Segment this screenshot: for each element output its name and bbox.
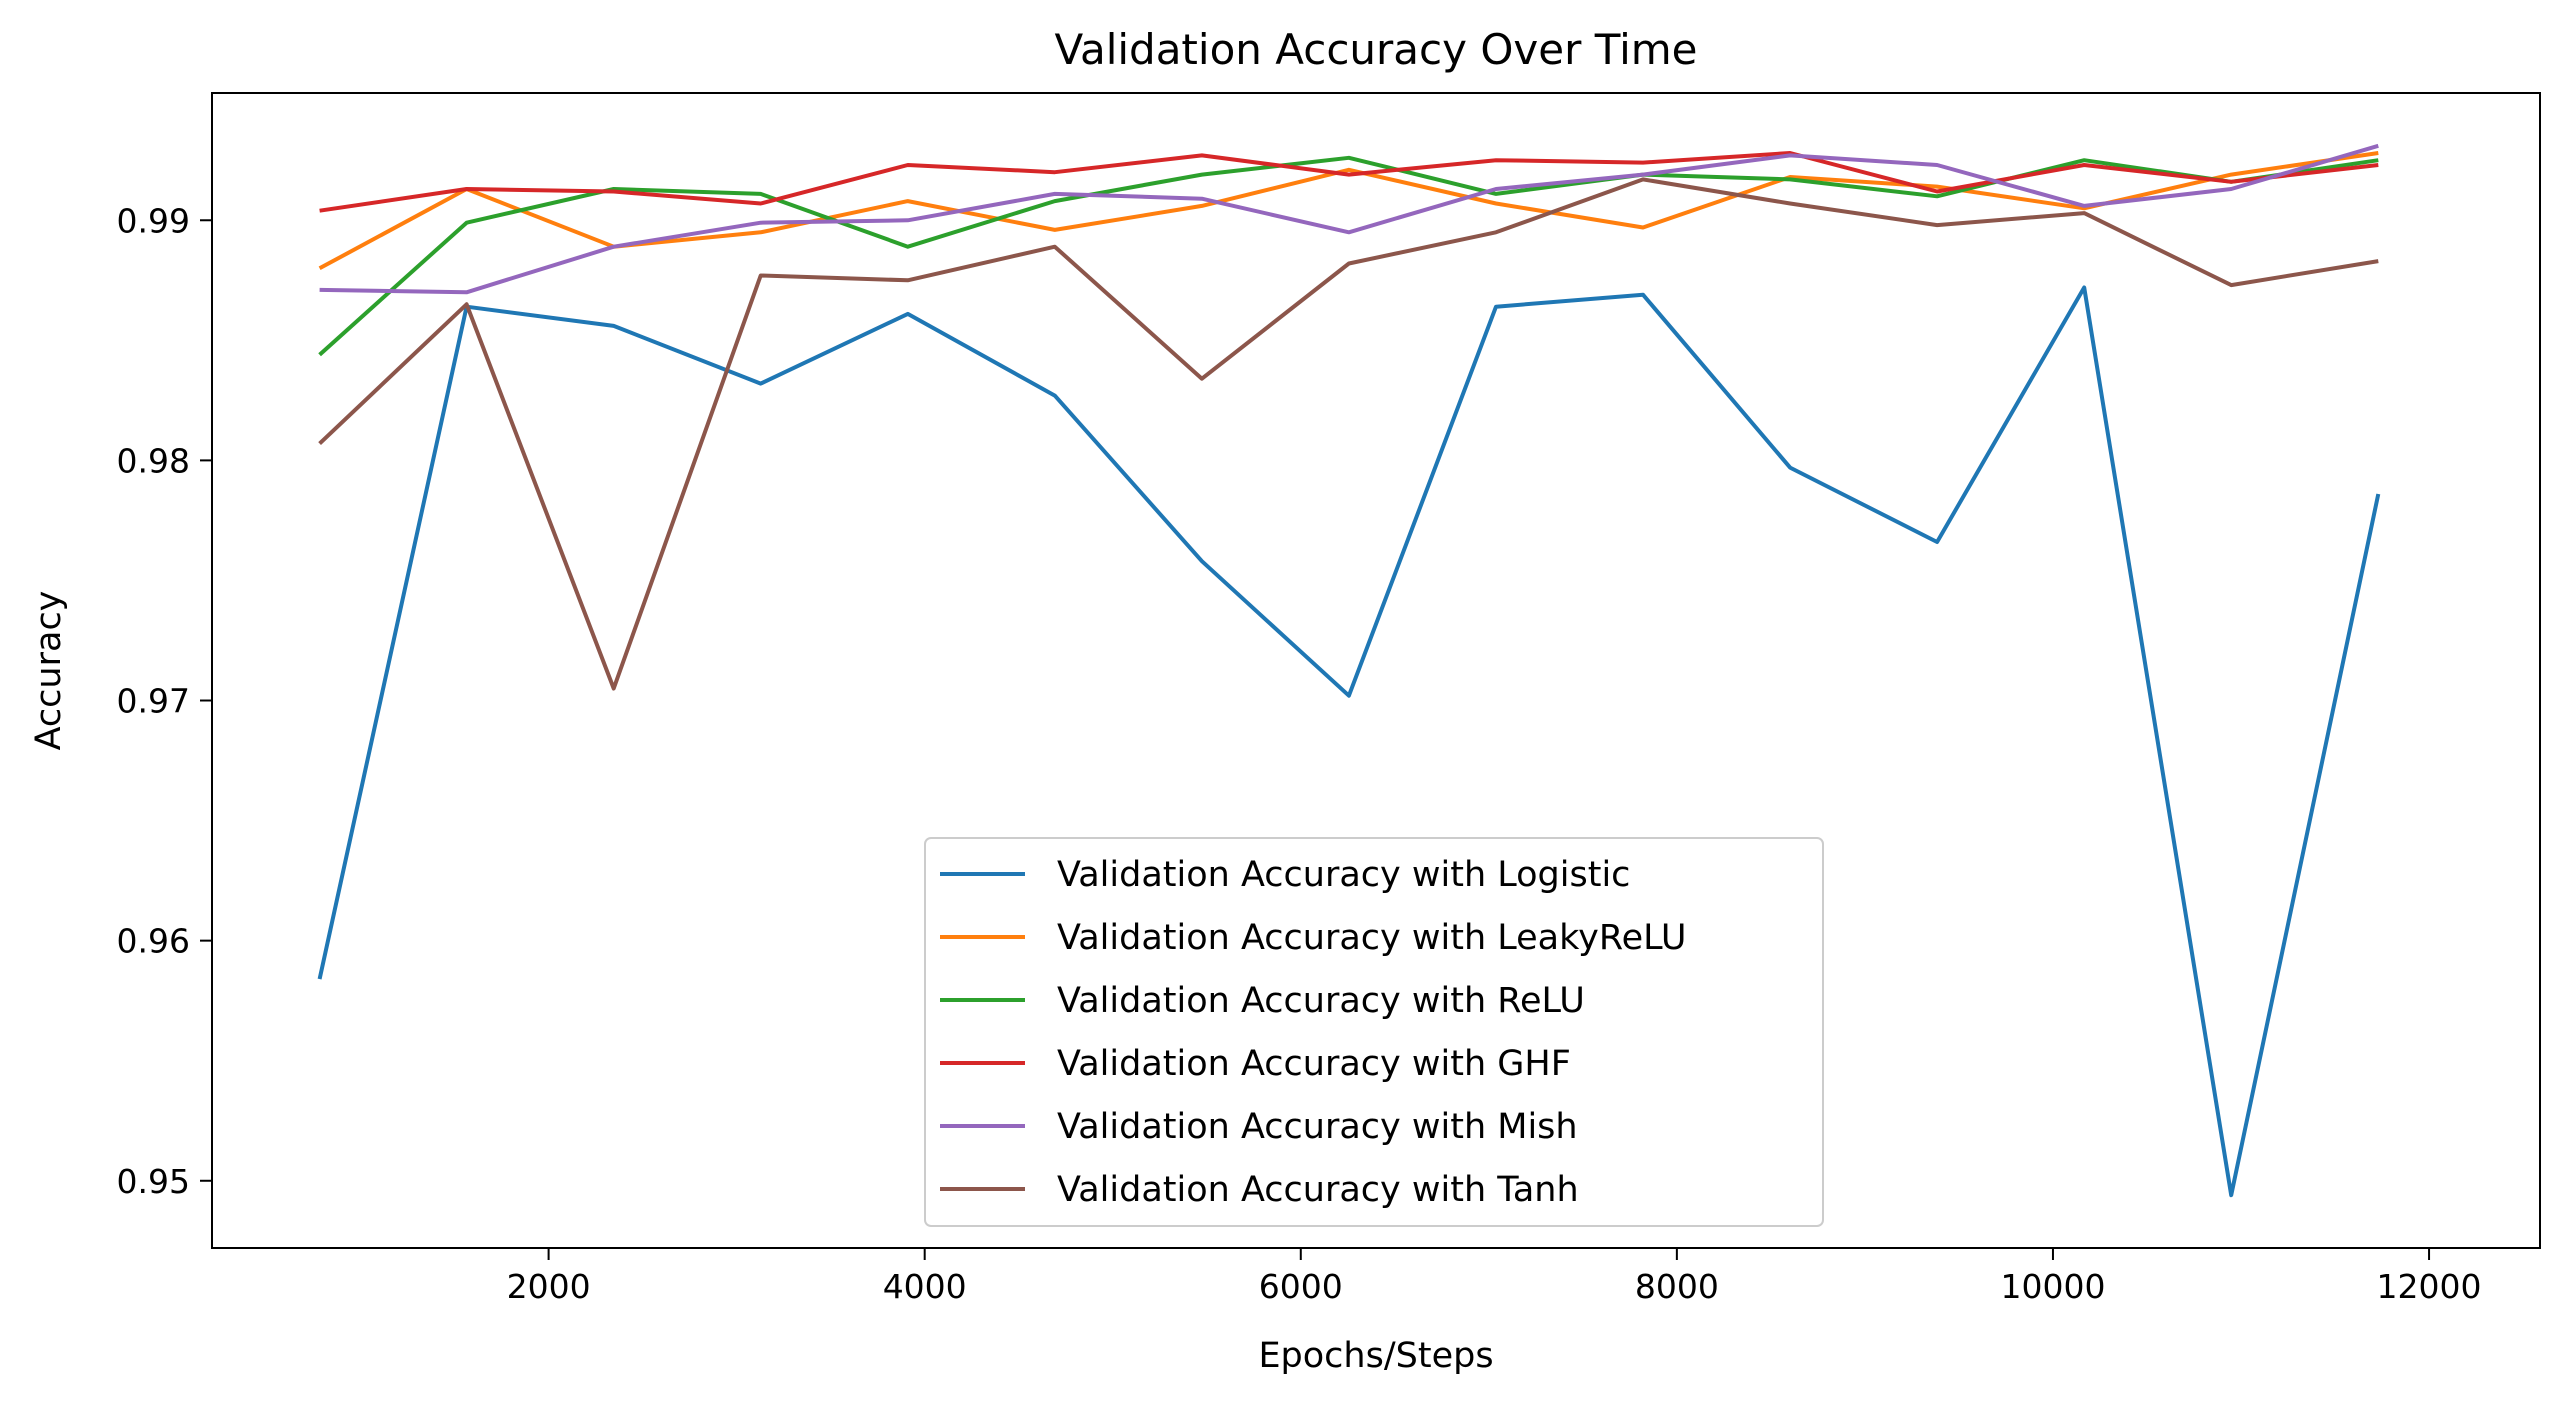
legend-entry: Validation Accuracy with Logistic: [1057, 855, 1630, 895]
legend-box: [924, 837, 1824, 1227]
y-tick-label: 0.99: [117, 201, 190, 240]
x-tick-label: 8000: [1635, 1267, 1719, 1306]
chart-title: Validation Accuracy Over Time: [1054, 25, 1697, 74]
x-tick-label: 2000: [507, 1267, 591, 1306]
x-axis: 2000 4000 6000 8000 10000 12000: [507, 1248, 2482, 1306]
series-line-4: [319, 151, 2379, 213]
series-line-6: [318, 177, 2379, 691]
x-tick-label: 10000: [2000, 1267, 2105, 1306]
series-layer: [317, 143, 2381, 1198]
y-tick-label: 0.97: [117, 682, 190, 721]
legend: Validation Accuracy with Logistic Validat…: [924, 837, 1824, 1227]
y-tick-label: 0.98: [117, 441, 190, 480]
y-axis-label: Accuracy: [29, 591, 69, 751]
y-axis: 0.95 0.96 0.97 0.98 0.99: [117, 201, 212, 1201]
legend-entry: Validation Accuracy with ReLU: [1057, 981, 1585, 1021]
series-line-2: [318, 151, 2379, 271]
legend-entry: Validation Accuracy with LeakyReLU: [1057, 918, 1687, 958]
x-tick-label: 12000: [2377, 1267, 2482, 1306]
series-line-1: [317, 285, 2381, 1198]
x-axis-label: Epochs/Steps: [1258, 1336, 1493, 1376]
x-tick-label: 6000: [1259, 1267, 1343, 1306]
x-tick-label: 4000: [883, 1267, 967, 1306]
y-tick-label: 0.95: [117, 1162, 190, 1201]
series-line-3: [318, 155, 2379, 357]
legend-entry: Validation Accuracy with Mish: [1057, 1107, 1578, 1147]
plot-frame: [211, 92, 2541, 1249]
legend-entry: Validation Accuracy with Tanh: [1057, 1170, 1579, 1210]
legend-entry: Validation Accuracy with GHF: [1057, 1044, 1571, 1084]
series-line-5: [319, 143, 2379, 295]
y-tick-label: 0.96: [117, 922, 190, 961]
